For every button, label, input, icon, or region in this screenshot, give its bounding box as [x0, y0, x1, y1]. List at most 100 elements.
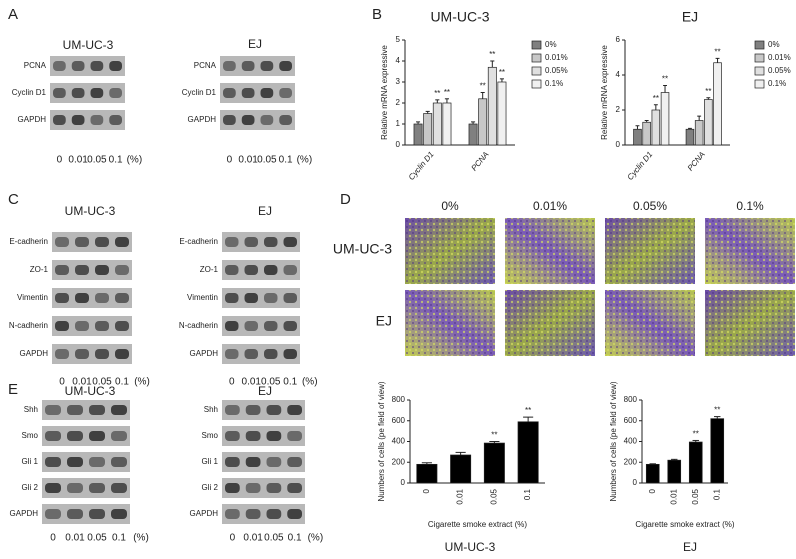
cell-texture — [605, 218, 695, 284]
blot-band — [245, 457, 261, 467]
image-column-label: 0% — [441, 199, 459, 213]
blot-strip — [222, 426, 305, 446]
blot-band — [111, 405, 127, 415]
lane-label: 0.05 — [257, 155, 277, 166]
blot-band — [225, 405, 240, 415]
blot-band — [89, 457, 105, 467]
lane-label: 0 — [57, 155, 63, 166]
y-tick-label: 800 — [392, 395, 406, 404]
blot-band — [45, 405, 61, 415]
blot-row-label: Gli 2 — [22, 483, 39, 492]
blot-title: EJ — [258, 384, 272, 398]
x-axis-label: Cigarette smoke extract (%) — [428, 520, 527, 529]
legend-swatch — [531, 66, 542, 76]
blot-row-label: Gli 2 — [202, 483, 219, 492]
x-axis-label: Cigarette smoke extract (%) — [635, 520, 734, 529]
cell-texture — [705, 290, 795, 356]
chart-title: UM-UC-3 — [445, 540, 496, 554]
blot-band — [115, 237, 129, 247]
significance: ** — [693, 430, 699, 439]
blot-strip — [52, 316, 132, 336]
bar — [660, 92, 670, 146]
blot-strip — [50, 83, 125, 103]
y-tick-label: 200 — [624, 457, 638, 466]
blot-band — [264, 321, 278, 331]
blot-band — [225, 237, 239, 247]
legend-label: 0% — [768, 40, 780, 49]
image-column-label: 0.01% — [533, 199, 567, 213]
y-tick-label: 0 — [401, 478, 406, 487]
bar — [667, 459, 682, 484]
blot-strip — [52, 288, 132, 308]
blot-band — [266, 431, 282, 441]
blot-band — [90, 115, 104, 125]
y-tick-label: 600 — [624, 416, 638, 425]
blot-band — [90, 61, 104, 71]
blot-band — [245, 405, 261, 415]
bar — [651, 109, 661, 146]
legend-label: 0.1% — [545, 79, 563, 88]
blot-band — [109, 115, 122, 125]
legend-swatch — [754, 66, 765, 76]
blot-band — [245, 483, 261, 493]
x-tick-label: 0.01 — [669, 488, 678, 504]
lane-label: 0.01 — [238, 155, 258, 166]
blot-band — [245, 431, 261, 441]
bar — [450, 454, 472, 484]
blot-row-label: Vimentin — [17, 293, 48, 302]
blot-row-label: GAPDH — [190, 349, 219, 358]
blot-band — [111, 431, 127, 441]
lane-label: 0 — [59, 377, 65, 388]
blot-band — [287, 483, 302, 493]
blot-row-label: PCNA — [24, 61, 47, 70]
blot-band — [241, 88, 255, 98]
blot-band — [67, 509, 83, 519]
blot-strip — [42, 452, 130, 472]
blot-band — [75, 237, 89, 247]
blot-band — [225, 321, 239, 331]
x-tick-label: Cyclin D1 — [407, 150, 436, 182]
legend-swatch — [754, 40, 765, 50]
blot-band — [279, 88, 292, 98]
blot-strip — [50, 56, 125, 76]
blot-band — [95, 321, 109, 331]
lane-label: (%) — [134, 377, 150, 388]
blot-strip — [222, 316, 300, 336]
blot-strip — [222, 478, 305, 498]
bar — [710, 418, 725, 484]
blot-band — [264, 265, 278, 275]
y-tick-label: 0 — [396, 140, 401, 149]
blot-strip — [42, 478, 130, 498]
blot-band — [55, 265, 69, 275]
blot-strip — [220, 56, 295, 76]
blot-band — [225, 293, 239, 303]
significance: ** — [434, 89, 440, 98]
blot-band — [115, 293, 129, 303]
blot-band — [71, 88, 85, 98]
blot-strip — [222, 400, 305, 420]
blot-band — [244, 237, 258, 247]
legend-label: 0.01% — [545, 53, 568, 62]
legend-label: 0% — [545, 40, 557, 49]
blot-strip — [220, 110, 295, 130]
blot-band — [45, 509, 61, 519]
blot-band — [75, 349, 89, 359]
blot-band — [55, 349, 69, 359]
significance: ** — [444, 88, 450, 97]
x-tick-label: PCNA — [469, 150, 490, 173]
blot-band — [223, 61, 236, 71]
blot-band — [283, 293, 297, 303]
blot-band — [95, 293, 109, 303]
significance: ** — [491, 431, 497, 440]
significance: ** — [662, 75, 668, 84]
y-tick-label: 400 — [392, 437, 406, 446]
bar — [423, 113, 433, 146]
blot-title: UM-UC-3 — [63, 38, 114, 52]
bar — [442, 102, 452, 146]
bar — [685, 128, 695, 146]
lane-label: 0.05 — [92, 377, 112, 388]
blot-band — [45, 457, 61, 467]
cell-texture — [705, 218, 795, 284]
y-tick-label: 3 — [396, 77, 401, 86]
blot-band — [244, 293, 258, 303]
